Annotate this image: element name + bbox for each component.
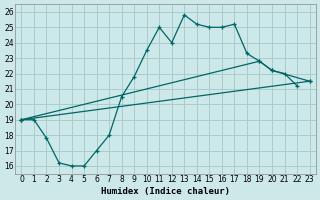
X-axis label: Humidex (Indice chaleur): Humidex (Indice chaleur) [101, 187, 230, 196]
